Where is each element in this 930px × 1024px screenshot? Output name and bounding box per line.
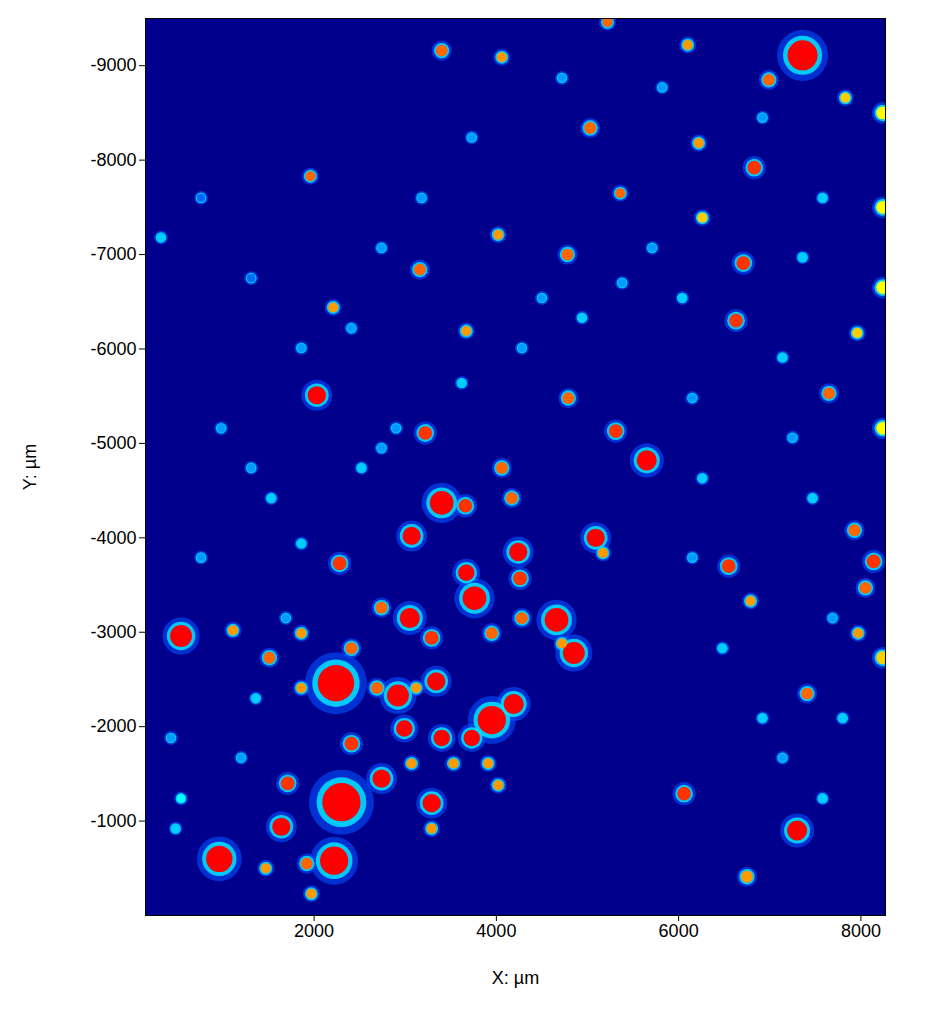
svg-text:-8000: -8000 bbox=[90, 150, 136, 170]
svg-text:-1000: -1000 bbox=[90, 811, 136, 831]
svg-text:-6000: -6000 bbox=[90, 339, 136, 359]
svg-text:-7000: -7000 bbox=[90, 244, 136, 264]
svg-text:6000: 6000 bbox=[659, 921, 699, 941]
svg-text:X: µm: X: µm bbox=[492, 968, 539, 988]
svg-text:-4000: -4000 bbox=[90, 528, 136, 548]
svg-text:4000: 4000 bbox=[476, 921, 516, 941]
svg-text:8000: 8000 bbox=[841, 921, 881, 941]
svg-text:-3000: -3000 bbox=[90, 622, 136, 642]
svg-text:2000: 2000 bbox=[294, 921, 334, 941]
svg-text:-5000: -5000 bbox=[90, 433, 136, 453]
svg-text:-9000: -9000 bbox=[90, 55, 136, 75]
svg-text:-2000: -2000 bbox=[90, 716, 136, 736]
svg-text:Y: µm: Y: µm bbox=[20, 444, 40, 490]
